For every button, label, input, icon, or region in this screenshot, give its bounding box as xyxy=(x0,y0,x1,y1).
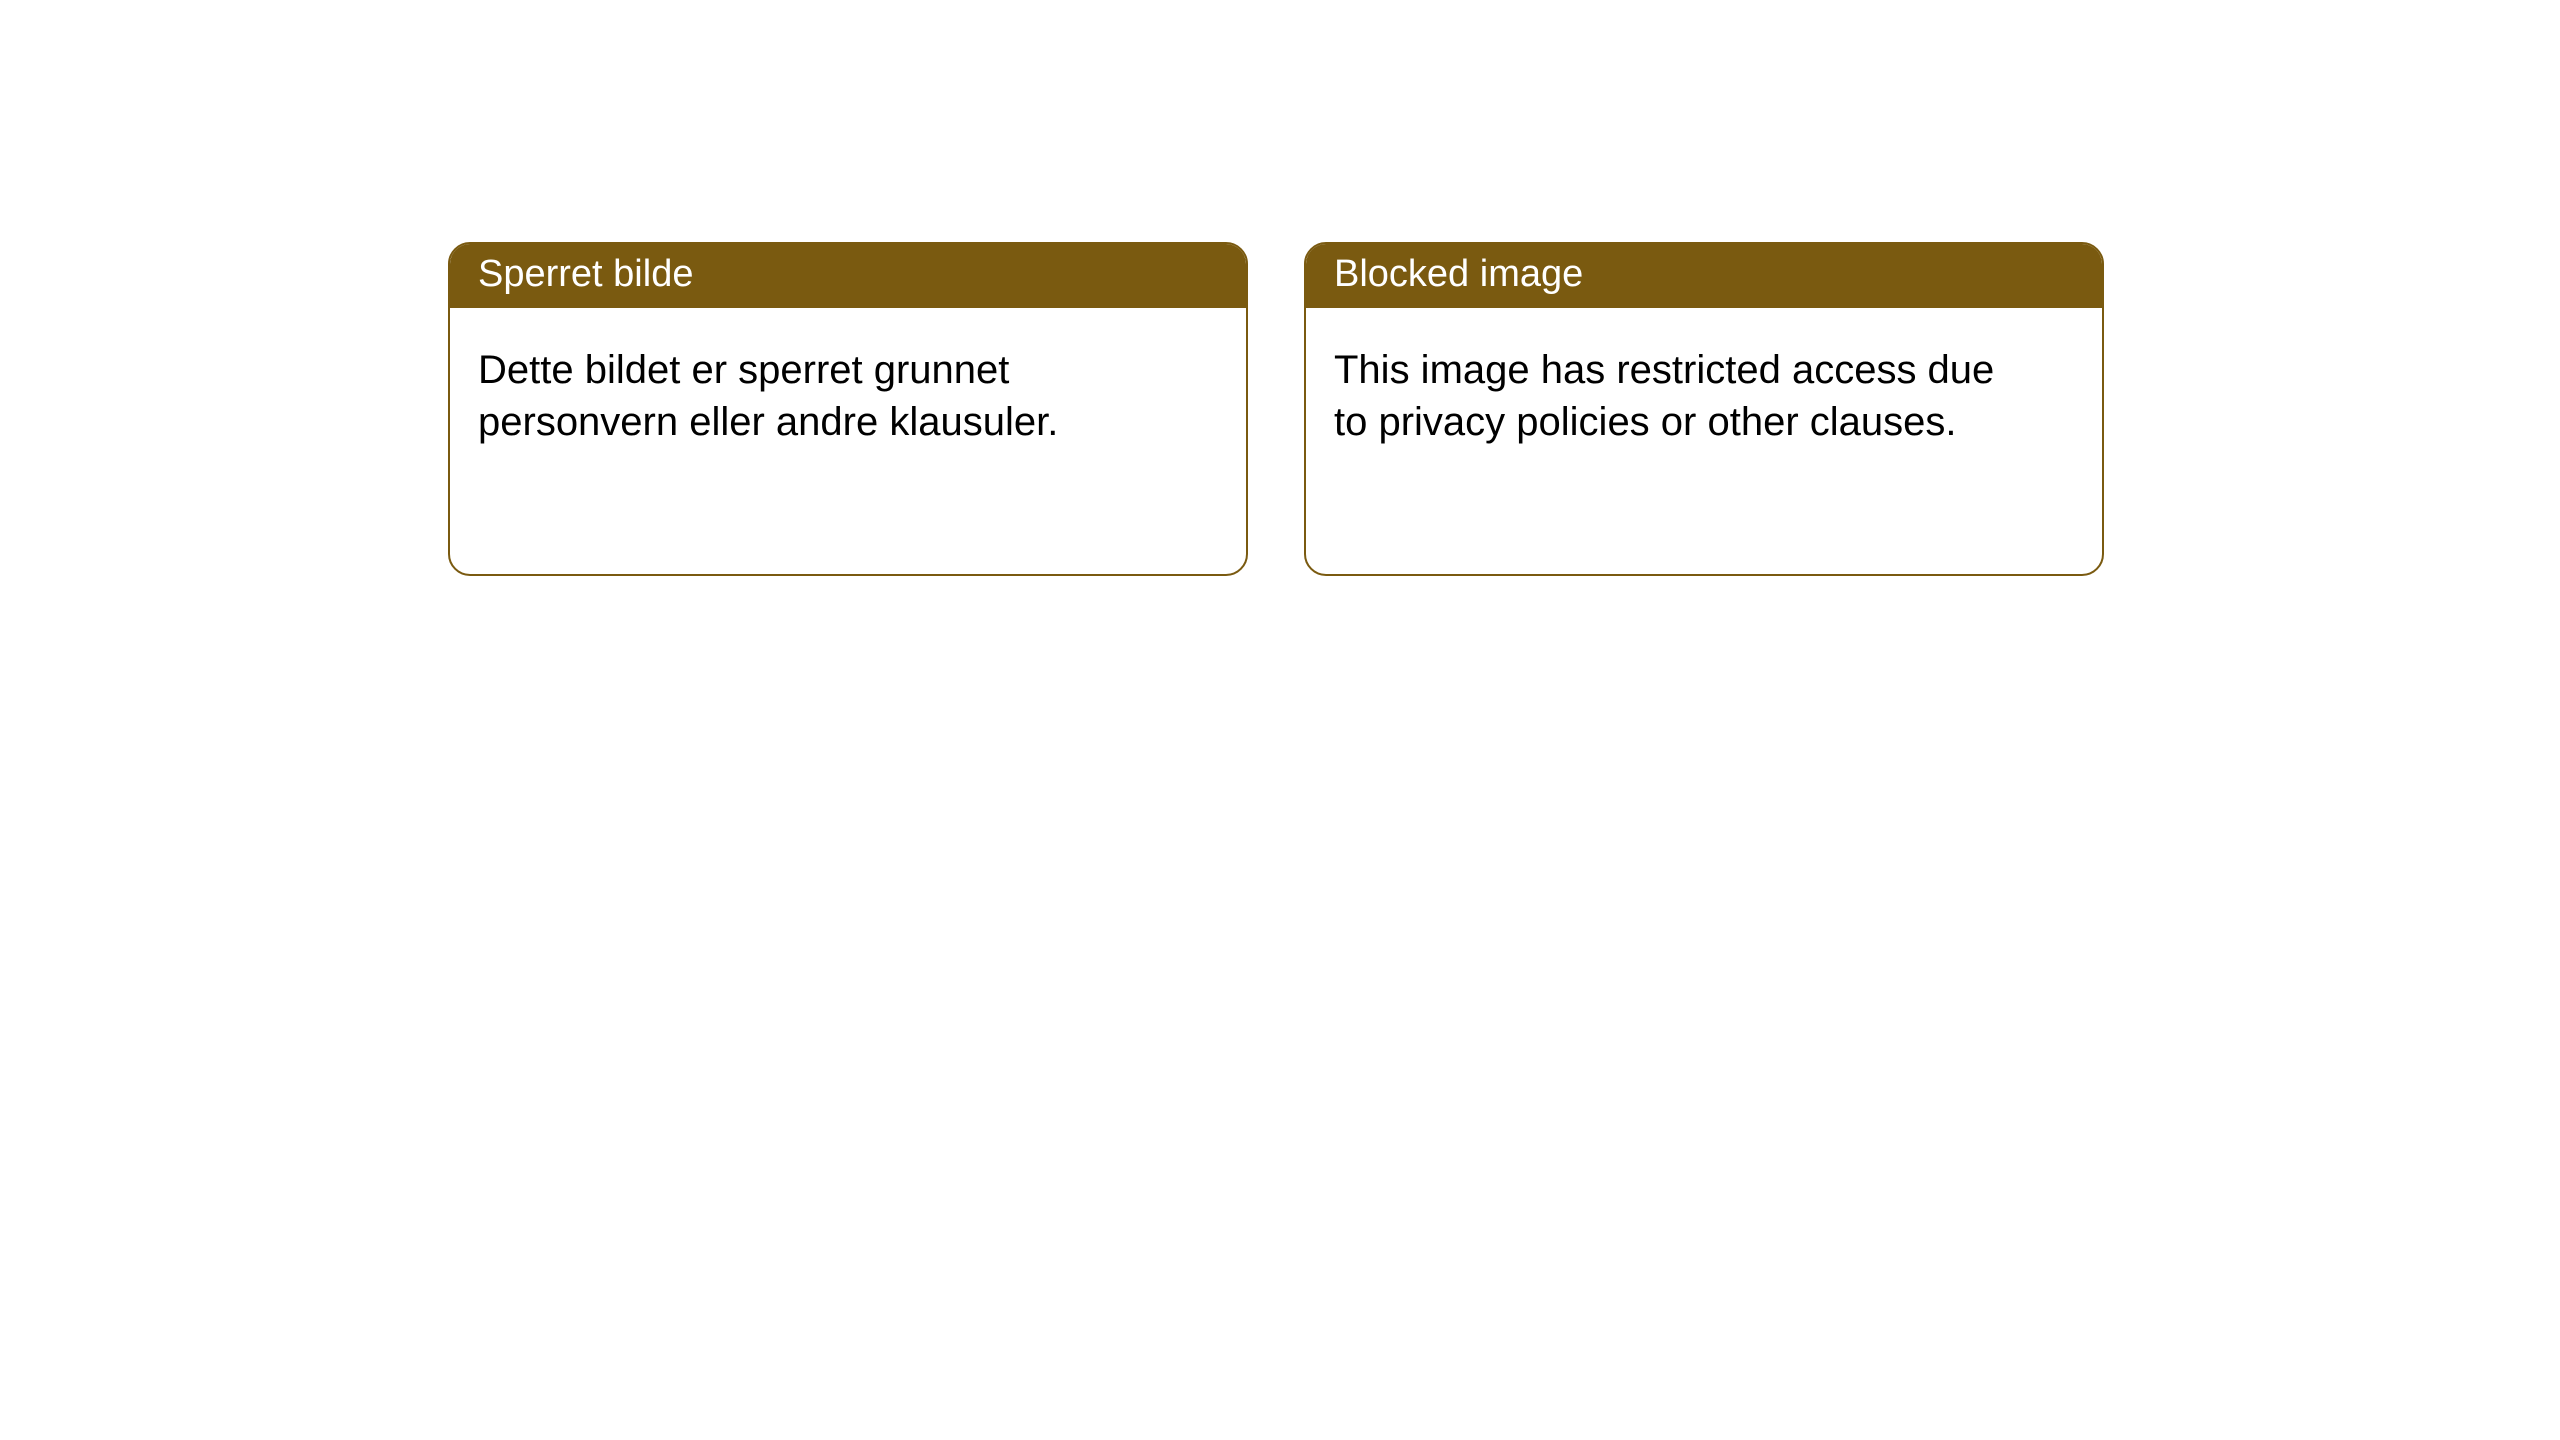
notice-card-body-en: This image has restricted access due to … xyxy=(1306,308,2102,574)
notice-card-header-no: Sperret bilde xyxy=(450,244,1246,308)
notice-card-body-no: Dette bildet er sperret grunnet personve… xyxy=(450,308,1246,574)
notice-card-header-en: Blocked image xyxy=(1306,244,2102,308)
notice-card-message-en: This image has restricted access due to … xyxy=(1334,344,2014,450)
notice-cards-row: Sperret bilde Dette bildet er sperret gr… xyxy=(448,242,2104,576)
notice-card-message-no: Dette bildet er sperret grunnet personve… xyxy=(478,344,1158,450)
notice-card-en: Blocked image This image has restricted … xyxy=(1304,242,2104,576)
page-root: Sperret bilde Dette bildet er sperret gr… xyxy=(0,0,2560,1440)
notice-card-no: Sperret bilde Dette bildet er sperret gr… xyxy=(448,242,1248,576)
